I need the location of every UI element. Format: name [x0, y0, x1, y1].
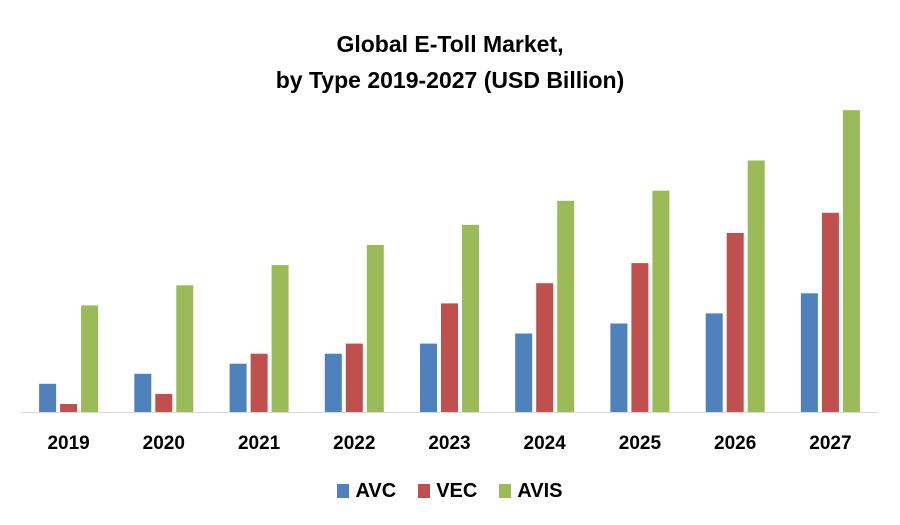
bar-avis-2021 [271, 265, 289, 412]
bar-avis-2023 [462, 224, 479, 412]
bar-avc-2020 [134, 373, 152, 412]
bar-avis-2020 [176, 285, 194, 412]
bar-avc-2027 [800, 293, 818, 412]
bar-avc-2023 [420, 343, 437, 412]
legend-swatch-vec [418, 484, 431, 498]
chart-title-line-1: Global E-Toll Market, [336, 31, 564, 57]
legend-label-avis: AVIS [517, 480, 563, 502]
bars-layer [39, 110, 860, 412]
bar-avis-2027 [842, 110, 860, 412]
bar-avc-2019 [39, 383, 57, 412]
bar-vec-2022 [345, 343, 363, 412]
legend-item-vec: VEC [418, 478, 477, 504]
x-tick-label-2022: 2022 [333, 433, 375, 454]
legend-item-avis: AVIS [499, 478, 563, 504]
legend-item-avc: AVC [337, 478, 396, 504]
chart-title: Global E-Toll Market, by Type 2019-2027 … [0, 26, 900, 98]
bar-avc-2026 [705, 313, 723, 412]
x-tick-label-2021: 2021 [238, 433, 281, 454]
bar-vec-2026 [726, 233, 744, 412]
legend-label-avc: AVC [355, 480, 397, 502]
x-tick-label-2025: 2025 [619, 433, 662, 454]
bar-vec-2024 [536, 283, 554, 412]
x-tick-label-2020: 2020 [143, 433, 185, 454]
bar-avis-2022 [366, 245, 384, 412]
x-tick-label-2019: 2019 [47, 433, 89, 454]
x-tick-labels: 2019 2020 2021 2022 2023 2024 2025 2026 2027 [47, 433, 851, 454]
bar-vec-2020 [155, 393, 173, 412]
bar-avc-2024 [515, 333, 533, 412]
bar-avis-2026 [747, 160, 765, 412]
bar-vec-2021 [250, 353, 268, 412]
legend-label-vec: VEC [436, 480, 478, 502]
bar-avis-2025 [652, 190, 670, 412]
bar-avis-2019 [81, 305, 99, 412]
bar-vec-2019 [60, 404, 78, 412]
legend-swatch-avis [499, 484, 512, 498]
x-tick-label-2027: 2027 [809, 433, 851, 454]
chart-title-line-2: by Type 2019-2027 (USD Billion) [275, 67, 625, 93]
bar-avc-2025 [610, 323, 628, 412]
bar-avc-2022 [324, 353, 342, 412]
bar-avc-2021 [229, 363, 247, 412]
legend: AVC VEC AVIS [0, 478, 900, 504]
x-tick-label-2023: 2023 [428, 433, 470, 454]
bar-vec-2023 [441, 303, 458, 412]
legend-swatch-avc [337, 484, 350, 498]
bar-avis-2024 [557, 200, 575, 412]
x-tick-label-2026: 2026 [714, 433, 756, 454]
x-tick-label-2024: 2024 [524, 433, 567, 454]
bar-vec-2025 [631, 263, 649, 412]
bar-vec-2027 [821, 212, 839, 412]
